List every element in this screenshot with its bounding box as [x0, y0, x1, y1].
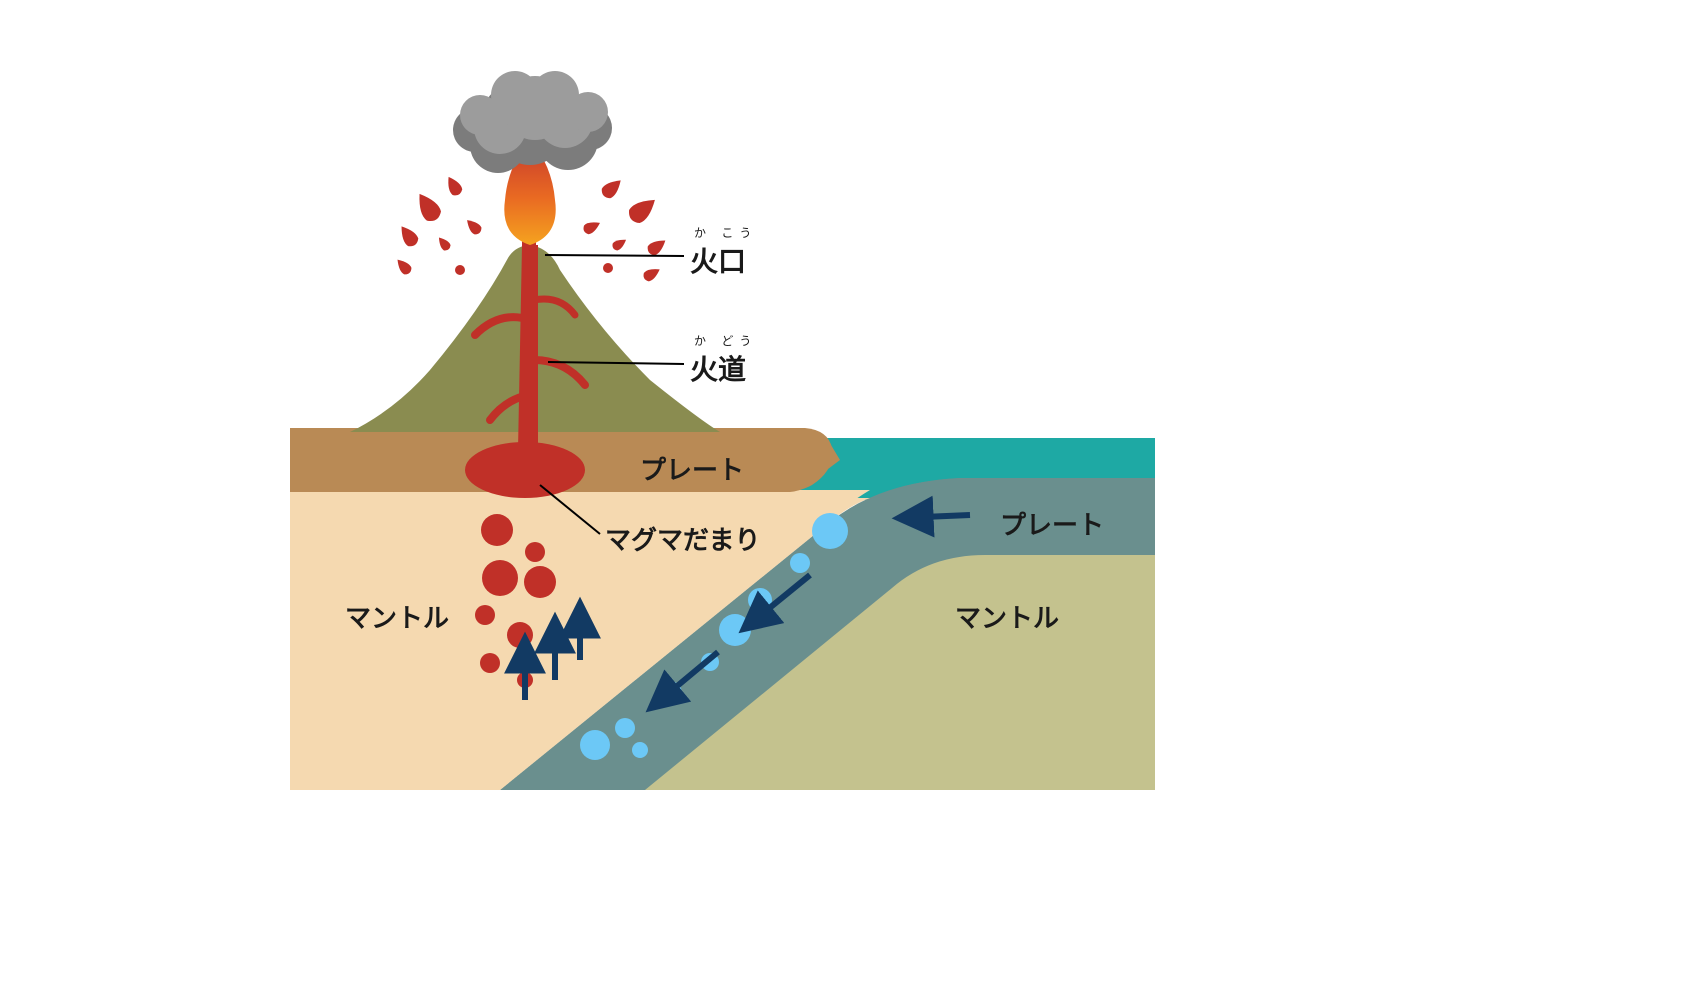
lava-splash [412, 189, 444, 225]
lava-splash [443, 174, 464, 198]
smoke-cloud [453, 71, 612, 173]
magma-chamber-label: マグマだまり [605, 520, 760, 557]
plate-motion-arrow [900, 515, 970, 518]
lava-splash [645, 235, 669, 257]
volcano-subduction-diagram: か こう 火口 か どう 火道 プレート マグマだまり マントル プレート マン… [0, 0, 1700, 1000]
plate-right-label: プレート [1000, 505, 1104, 542]
lava-splash [394, 256, 414, 276]
crater-ruby: か こう [694, 224, 757, 241]
magma-bubble [524, 566, 556, 598]
magma-bubble [482, 560, 518, 596]
lava-splash [396, 222, 421, 249]
lava-splash [625, 193, 660, 227]
lava-splash [611, 236, 629, 252]
water-bubble [719, 614, 751, 646]
magma-bubble [525, 542, 545, 562]
lava-splash [582, 218, 603, 236]
magma-bubble [475, 605, 495, 625]
label-line [545, 255, 684, 256]
lava-splash [463, 216, 483, 236]
lava-splash [599, 175, 625, 201]
mantle-left-label: マントル [345, 598, 449, 635]
diagram-svg [0, 0, 1700, 1000]
water-bubble [790, 553, 810, 573]
magma-bubble [481, 514, 513, 546]
water-bubble [580, 730, 610, 760]
lava-splash [642, 265, 663, 283]
conduit-label: 火道 [690, 348, 746, 388]
magma-bubble [480, 653, 500, 673]
conduit-ruby: か どう [694, 332, 757, 349]
water-bubble [632, 742, 648, 758]
water-bubble [812, 513, 848, 549]
magma-bubble [507, 622, 533, 648]
lava-splash [435, 235, 452, 253]
mantle-right-label: マントル [955, 598, 1059, 635]
crater-label: 火口 [690, 240, 746, 280]
plate-left-label: プレート [640, 450, 744, 487]
water-bubble [615, 718, 635, 738]
